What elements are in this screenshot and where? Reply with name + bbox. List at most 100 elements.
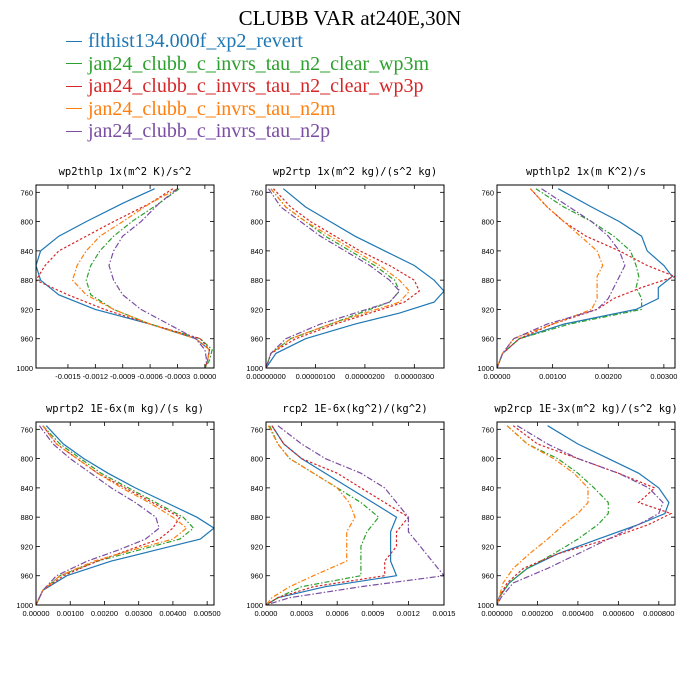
x-tick-label: 0.0012 [397, 609, 420, 618]
y-tick-label: 840 [481, 247, 494, 256]
series-line [497, 188, 604, 368]
series-line [266, 188, 401, 368]
series-line [36, 188, 211, 368]
series-line [497, 188, 675, 368]
series-line [266, 188, 421, 368]
chart-panel: wprtp2 1E-6x(m kg)/(s kg) 760 800 840 880 920… [16, 403, 220, 618]
y-tick-label: 760 [20, 188, 33, 197]
y-tick-label: 1000 [246, 364, 263, 373]
series-line [497, 425, 589, 605]
x-tick-label: 0.00000 [483, 372, 510, 381]
y-tick-label: 880 [20, 276, 33, 285]
series-line [36, 188, 211, 368]
y-tick-label: 840 [20, 484, 33, 493]
y-tick-label: 800 [20, 455, 33, 464]
x-tick-label: -0.0012 [83, 372, 108, 381]
plot-frame [35, 184, 215, 369]
series-line [266, 425, 356, 605]
series-line [497, 425, 673, 605]
legend-swatch [66, 40, 82, 42]
legend-item: jan24_clubb_c_invrs_tau_n2p [66, 120, 429, 143]
legend-swatch [66, 85, 82, 87]
plot-frame [496, 421, 676, 606]
chart-title: wp2thlp 1x(m^2 K)/s^2 [59, 166, 192, 178]
legend-label: jan24_clubb_c_invrs_tau_n2_clear_wp3m [88, 52, 430, 75]
y-tick-label: 960 [250, 335, 263, 344]
y-tick-label: 800 [481, 218, 494, 227]
chart-title: rcp2 1E-6x(kg^2)/(kg^2) [282, 403, 427, 415]
y-tick-label: 1000 [246, 601, 263, 610]
series-line [497, 188, 643, 368]
y-tick-label: 920 [481, 305, 494, 314]
x-tick-label: 0.000600 [603, 609, 634, 618]
y-tick-label: 840 [250, 484, 263, 493]
chart-panel: wp2rtp 1x(m^2 kg)/(s^2 kg) 760 800 840 880 92… [246, 166, 445, 381]
chart-panel: wp2rcp 1E-3x(m^2 kg)/(s^2 kg) 760 800 840 88… [477, 403, 677, 618]
x-tick-label: 0.0006 [326, 609, 349, 618]
y-tick-label: 960 [481, 335, 494, 344]
legend-label: jan24_clubb_c_invrs_tau_n2_clear_wp3p [88, 75, 424, 97]
y-tick-label: 800 [481, 455, 494, 464]
y-tick-label: 880 [250, 276, 263, 285]
legend-label: jan24_clubb_c_invrs_tau_n2p [88, 120, 331, 142]
y-tick-label: 920 [481, 542, 494, 551]
chart-panel: wpthlp2 1x(m K^2)/s 760 800 840 880 920 960 100… [477, 166, 677, 381]
x-tick-label: -0.0003 [165, 372, 190, 381]
legend-label: flthist134.000f_xp2_revert [88, 30, 303, 52]
legend-item: jan24_clubb_c_invrs_tau_n2_clear_wp3m [66, 53, 429, 76]
y-tick-label: 760 [250, 188, 263, 197]
chart-title: wp2rtp 1x(m^2 kg)/(s^2 kg) [273, 166, 437, 178]
x-tick-label: 0.000400 [562, 609, 593, 618]
x-tick-label: 0.00000200 [345, 372, 385, 381]
plot-frame [496, 184, 676, 369]
legend-label: jan24_clubb_c_invrs_tau_n2m [88, 97, 336, 120]
series-line [36, 425, 214, 605]
y-tick-label: 920 [250, 305, 263, 314]
chart-title: wp2rcp 1E-3x(m^2 kg)/(s^2 kg) [494, 403, 677, 415]
series-line [266, 425, 398, 605]
chart-title: wpthlp2 1x(m K^2)/s [526, 166, 646, 178]
series-line [266, 188, 444, 368]
x-tick-label: 0.000200 [522, 609, 553, 618]
x-tick-label: 0.00200 [595, 372, 622, 381]
y-tick-label: 880 [20, 513, 33, 522]
legend-swatch [66, 130, 82, 132]
x-tick-label: -0.0009 [110, 372, 135, 381]
y-tick-label: 800 [20, 218, 33, 227]
y-tick-label: 760 [20, 425, 33, 434]
series-line [36, 425, 181, 605]
series-line [266, 188, 401, 368]
y-tick-label: 960 [20, 572, 33, 581]
y-tick-label: 880 [250, 513, 263, 522]
series-line [36, 425, 188, 605]
x-tick-label: 0.00100 [57, 609, 84, 618]
y-tick-label: 840 [481, 484, 494, 493]
y-tick-label: 880 [481, 276, 494, 285]
y-tick-label: 1000 [16, 364, 33, 373]
x-tick-label: 0.0003 [290, 609, 313, 618]
x-tick-label: 0.00300 [650, 372, 677, 381]
x-tick-label: 0.00300 [125, 609, 152, 618]
series-line [36, 425, 160, 605]
legend-item: flthist134.000f_xp2_revert [66, 30, 429, 53]
plot-frame [265, 421, 445, 606]
y-tick-label: 840 [250, 247, 263, 256]
y-tick-label: 880 [481, 513, 494, 522]
series-line [266, 188, 411, 368]
legend: flthist134.000f_xp2_revert jan24_clubb_c_… [66, 30, 429, 143]
series-line [497, 425, 664, 605]
y-tick-label: 1000 [16, 601, 33, 610]
x-tick-label: -0.0006 [137, 372, 162, 381]
chart-panel: wp2thlp 1x(m^2 K)/s^2 760 800 840 880 920 960 1… [16, 166, 216, 381]
series-line [266, 425, 380, 605]
y-tick-label: 1000 [477, 364, 494, 373]
legend-item: jan24_clubb_c_invrs_tau_n2_clear_wp3p [66, 75, 429, 98]
y-tick-label: 800 [250, 455, 263, 464]
x-tick-label: 0.00500 [194, 609, 221, 618]
y-tick-label: 760 [250, 425, 263, 434]
y-tick-label: 800 [250, 218, 263, 227]
x-tick-label: 0.00000300 [395, 372, 435, 381]
series-line [71, 188, 211, 368]
series-line [497, 188, 674, 368]
x-tick-label: 0.0009 [361, 609, 384, 618]
